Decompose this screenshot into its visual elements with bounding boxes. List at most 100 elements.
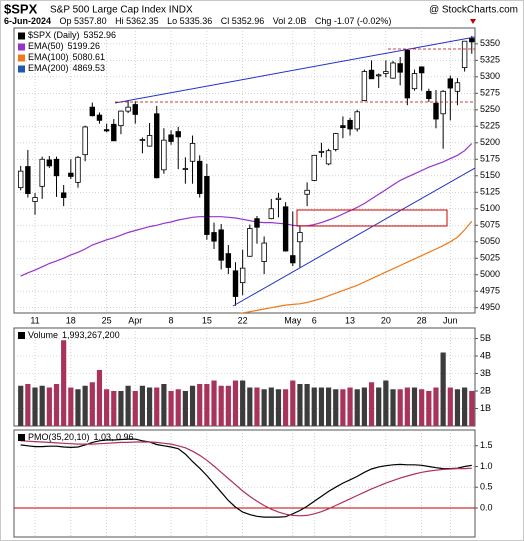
volume-bar	[104, 389, 110, 426]
candle-body	[182, 168, 189, 170]
candle-body	[311, 154, 317, 181]
candle-body	[204, 176, 210, 235]
volume-bar	[161, 384, 167, 426]
candle-body	[125, 106, 131, 112]
volume-bar	[454, 389, 461, 426]
volume-bar	[361, 387, 367, 426]
candle-body	[268, 208, 274, 220]
candle-body	[103, 129, 110, 132]
candle-body	[111, 123, 117, 142]
pmo-panel	[13, 429, 476, 538]
y-tick-label: 5125	[480, 187, 500, 197]
volume-bar	[325, 387, 332, 426]
volume-bar	[261, 389, 267, 426]
legend-value: 5199.26	[68, 41, 101, 51]
volume-bar	[225, 385, 231, 426]
candle-body	[340, 125, 346, 129]
volume-bar	[275, 389, 282, 426]
volume-bar	[397, 389, 403, 426]
candle-body	[25, 166, 31, 194]
volume-bar	[404, 387, 410, 426]
open: Op 5357.80	[60, 16, 107, 26]
candle-body	[261, 242, 267, 262]
volume-bar	[268, 387, 274, 426]
y-tick-label: 5275	[480, 88, 500, 98]
panel-line: 0.0 0.5 1.0 1.5 PMO(35,20,10) 1.03, 0.96	[14, 430, 493, 537]
candle-body	[347, 119, 353, 130]
y-tick-label: 1B	[480, 403, 491, 413]
legend-swatch	[18, 434, 25, 441]
candle-body	[96, 114, 103, 121]
candle-body	[39, 158, 45, 187]
y-tick-label: 5050	[480, 236, 500, 246]
source: @ StockCharts.com	[429, 5, 518, 16]
volume-bar	[419, 389, 425, 426]
candle-body	[232, 270, 239, 297]
candle-body	[75, 156, 81, 183]
y-tick-label: 4975	[480, 286, 500, 296]
volume-bar	[132, 391, 138, 426]
candle-body	[175, 131, 181, 138]
volume-bar	[368, 382, 375, 426]
plot-area	[14, 430, 475, 537]
candle-body	[440, 90, 446, 115]
plot-area	[14, 328, 475, 426]
candle-body	[404, 50, 411, 99]
candle-body	[282, 206, 289, 252]
x-tick-label: 28	[417, 315, 427, 325]
candle-body	[168, 134, 174, 142]
legend-name: Volume	[28, 330, 58, 340]
legend-value: 1.03, 0.96	[94, 432, 134, 442]
candle-body	[139, 139, 146, 141]
candle-body	[447, 78, 453, 89]
y-tick-label: 5075	[480, 220, 500, 230]
legend-value: 5080.61	[73, 52, 106, 62]
volume-bar	[82, 385, 88, 426]
x-tick-label: 18	[66, 315, 76, 325]
trendline	[232, 167, 475, 307]
volume-bar	[146, 387, 153, 426]
volume-bar	[469, 391, 475, 426]
candle-body	[211, 232, 217, 242]
candle-body	[161, 139, 167, 171]
legend-entry: EMA(50) 5199.26	[28, 41, 100, 51]
legend-name: PMO(35,20,10)	[28, 432, 90, 442]
y-tick-label: 5025	[480, 253, 500, 263]
volume-bar	[168, 391, 174, 426]
legend-entry: PMO(35,20,10) 1.03, 0.96	[28, 432, 134, 442]
line	[20, 143, 473, 277]
y-tick-label: 5150	[480, 170, 500, 180]
y-tick-label: 5000	[480, 269, 500, 279]
candle-body	[154, 113, 160, 179]
volume-bar	[411, 387, 418, 426]
x-tick-label: 11	[30, 315, 39, 325]
y-tick-label: 5100	[480, 203, 500, 213]
volume-bar	[283, 389, 289, 426]
volume-bar	[340, 389, 346, 426]
symbol: $SPX	[4, 1, 38, 16]
candle-body	[17, 170, 24, 189]
candle-body	[196, 160, 203, 194]
legend-value: 4869.53	[73, 63, 106, 73]
annotations	[114, 36, 475, 307]
volume-bar	[433, 387, 439, 426]
volume-bar	[318, 387, 325, 426]
candle-body	[225, 253, 232, 268]
volume-bar	[240, 380, 246, 426]
candle-body	[290, 255, 296, 264]
volume-bar	[154, 387, 160, 426]
candle-body	[333, 133, 339, 150]
legend-value: 5352.96	[84, 30, 117, 40]
legend-entry: $SPX (Daily) 5352.96	[28, 30, 116, 40]
candle-body	[375, 74, 382, 77]
volume-bar	[462, 387, 468, 426]
y-tick-label: 0.5	[480, 482, 493, 492]
volume-bar	[297, 384, 303, 426]
volume-bar	[189, 385, 196, 426]
volume-bar	[118, 391, 124, 426]
line	[20, 440, 472, 517]
candle-body	[418, 66, 425, 74]
legend-entry: Volume 1,993,267,200	[28, 330, 120, 340]
legend-swatch	[18, 54, 25, 62]
